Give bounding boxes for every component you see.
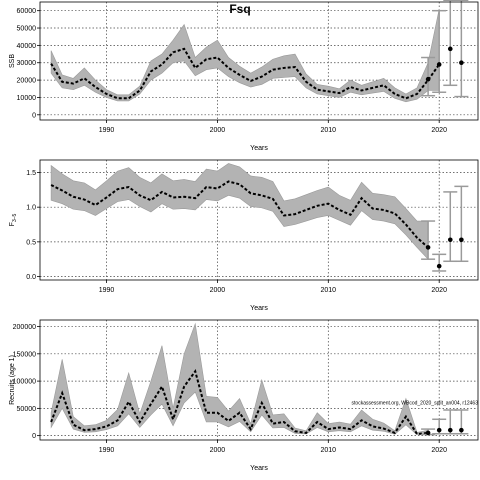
- forecast-point: [436, 427, 442, 433]
- x-tick-label: 2010: [321, 447, 337, 454]
- x-tick-label: 2020: [431, 287, 447, 294]
- forecast-point: [447, 427, 453, 433]
- forecast-point: [447, 46, 453, 52]
- x-tick-label: 2010: [321, 287, 337, 294]
- forecast-2019: [421, 428, 436, 436]
- y-tick-label: 20000: [17, 78, 37, 85]
- estimate-line: [50, 180, 429, 249]
- y-tick-label: 200000: [13, 324, 36, 331]
- forecast-point: [436, 263, 442, 269]
- forecast-2022: [454, 0, 469, 98]
- forecast-point: [459, 237, 464, 243]
- x-axis-title: Years: [250, 305, 268, 312]
- panel-ssb: 1990 2000 2010 2020 0 10000 20000 30000 40000 500…: [9, 0, 479, 152]
- y-tick-label: 0.5: [26, 239, 36, 246]
- y-axis-title: F3–5: [9, 213, 18, 226]
- plot-frame: [39, 1, 479, 121]
- y-axis-title: SSB: [9, 54, 16, 68]
- forecast-point: [425, 76, 431, 82]
- y-tick-label: 0: [32, 112, 36, 119]
- y-tick-label: 60000: [17, 8, 37, 15]
- x-tick-label: 1990: [99, 127, 115, 134]
- y-axis-title-sub: 3–5: [12, 213, 18, 222]
- panels: 1990 2000 2010 2020010000200003000040000500…: [9, 0, 479, 472]
- y-tick-label: 50000: [17, 406, 37, 413]
- y-tick-label: 150000: [13, 351, 36, 358]
- forecast-2019: [421, 220, 436, 260]
- x-axis-title: Years: [250, 145, 268, 152]
- panel-recruitment: 1990 2000 2010 2020 0 50000 100000 150000 200000…: [9, 319, 479, 472]
- y-tick-label: 1.0: [26, 205, 36, 212]
- plot-frame: [39, 319, 479, 441]
- x-tick-label: 2020: [431, 447, 447, 454]
- watermark: stockassessment.org, WBcod_2020_split_an…: [352, 401, 479, 407]
- plot-frame: [39, 159, 479, 281]
- forecast-point: [436, 62, 442, 67]
- y-axis-title: Recruits (age 1): [9, 355, 16, 405]
- forecast-2022: [454, 185, 469, 263]
- forecast-2019: [421, 56, 436, 97]
- x-axis-title: Years: [250, 465, 268, 472]
- figure-title: Fsq: [229, 2, 250, 16]
- x-tick-label: 2000: [210, 287, 226, 294]
- forecast-point: [447, 237, 453, 243]
- y-tick-label: 30000: [17, 60, 37, 67]
- forecast-point: [459, 427, 464, 433]
- x-tick-label: 2000: [210, 447, 226, 454]
- estimate-line: [50, 368, 429, 436]
- forecast-point: [425, 245, 431, 250]
- y-tick-label: 0.0: [26, 274, 36, 281]
- x-tick-label: 2000: [210, 127, 226, 134]
- x-tick-label: 1990: [99, 447, 115, 454]
- forecast-2020: [432, 9, 447, 93]
- y-axis-title-main: F: [9, 222, 16, 226]
- x-tick-label: 2020: [431, 127, 447, 134]
- forecast-2020: [432, 253, 447, 272]
- forecast-point: [459, 60, 464, 66]
- panel-fbar: 1990 2000 2010 2020 0.0 0.5 1.0 1.5 Years F3–5: [9, 159, 479, 312]
- x-tick-label: 2010: [321, 127, 337, 134]
- y-tick-label: 100000: [13, 379, 36, 386]
- forecast-2022: [454, 409, 469, 435]
- y-tick-label: 50000: [17, 26, 37, 33]
- y-tick-label: 0: [32, 433, 36, 440]
- estimate-line: [50, 47, 441, 100]
- y-tick-label: 1.5: [26, 170, 36, 177]
- forecast-point: [425, 430, 431, 436]
- forecast-2021: [443, 0, 458, 87]
- y-tick-label: 10000: [17, 95, 37, 102]
- x-tick-label: 1990: [99, 287, 115, 294]
- y-tick-label: 40000: [17, 43, 37, 50]
